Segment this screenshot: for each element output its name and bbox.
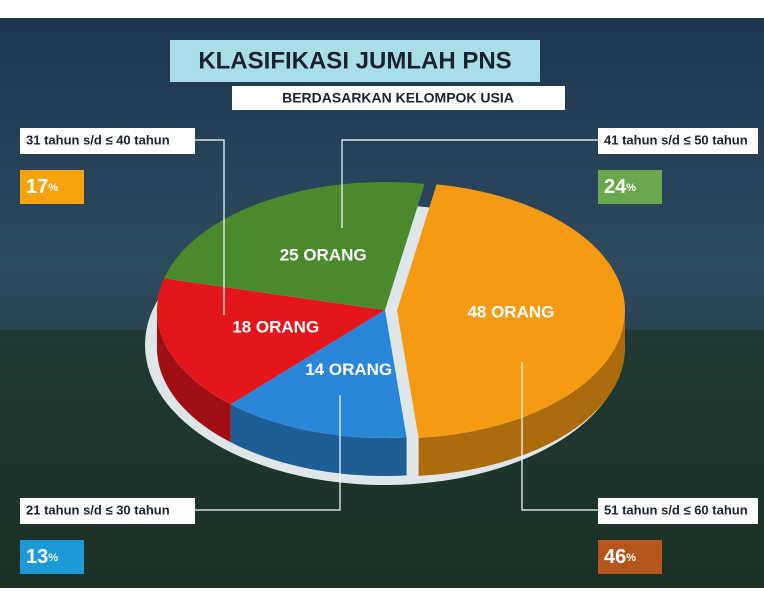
category-box bbox=[20, 128, 195, 154]
slice bbox=[164, 182, 425, 310]
percent-label: 46% bbox=[604, 546, 636, 568]
category-box bbox=[20, 498, 195, 524]
title-banner bbox=[170, 40, 540, 82]
category-label: 21 tahun s/d ≤ 30 tahun bbox=[26, 502, 170, 517]
category-box bbox=[598, 128, 758, 154]
slice-side bbox=[157, 310, 231, 443]
category-box bbox=[598, 498, 758, 524]
slice-label: 18 ORANG bbox=[232, 318, 319, 337]
chart-subtitle: BERDASARKAN KELOMPOK USIA bbox=[282, 90, 514, 106]
percent-label: 13% bbox=[26, 546, 58, 568]
slice-label: 48 ORANG bbox=[467, 303, 554, 322]
connector bbox=[195, 395, 341, 511]
slice bbox=[157, 278, 385, 405]
percent-box bbox=[598, 540, 662, 574]
percent-box bbox=[20, 540, 84, 574]
slice-label: 25 ORANG bbox=[280, 246, 367, 265]
top-border bbox=[0, 0, 764, 18]
percent-label: 24% bbox=[604, 176, 636, 198]
category-label: 41 tahun s/d ≤ 50 tahun bbox=[604, 132, 748, 147]
slice-side bbox=[418, 310, 625, 476]
category-label: 31 tahun s/d ≤ 40 tahun bbox=[26, 132, 170, 147]
connector bbox=[341, 139, 598, 228]
percent-box bbox=[20, 170, 84, 204]
subtitle-banner bbox=[232, 86, 565, 110]
connector bbox=[195, 139, 225, 315]
slice-side bbox=[230, 404, 407, 476]
percent-box bbox=[598, 170, 662, 204]
chart-title: KLASIFIKASI JUMLAH PNS bbox=[198, 47, 511, 74]
connector bbox=[521, 362, 598, 511]
category-label: 51 tahun s/d ≤ 60 tahun bbox=[604, 502, 748, 517]
slice-label: 14 ORANG bbox=[305, 360, 392, 379]
percent-label: 17% bbox=[26, 176, 58, 198]
slice bbox=[396, 184, 625, 438]
slice bbox=[230, 310, 407, 438]
